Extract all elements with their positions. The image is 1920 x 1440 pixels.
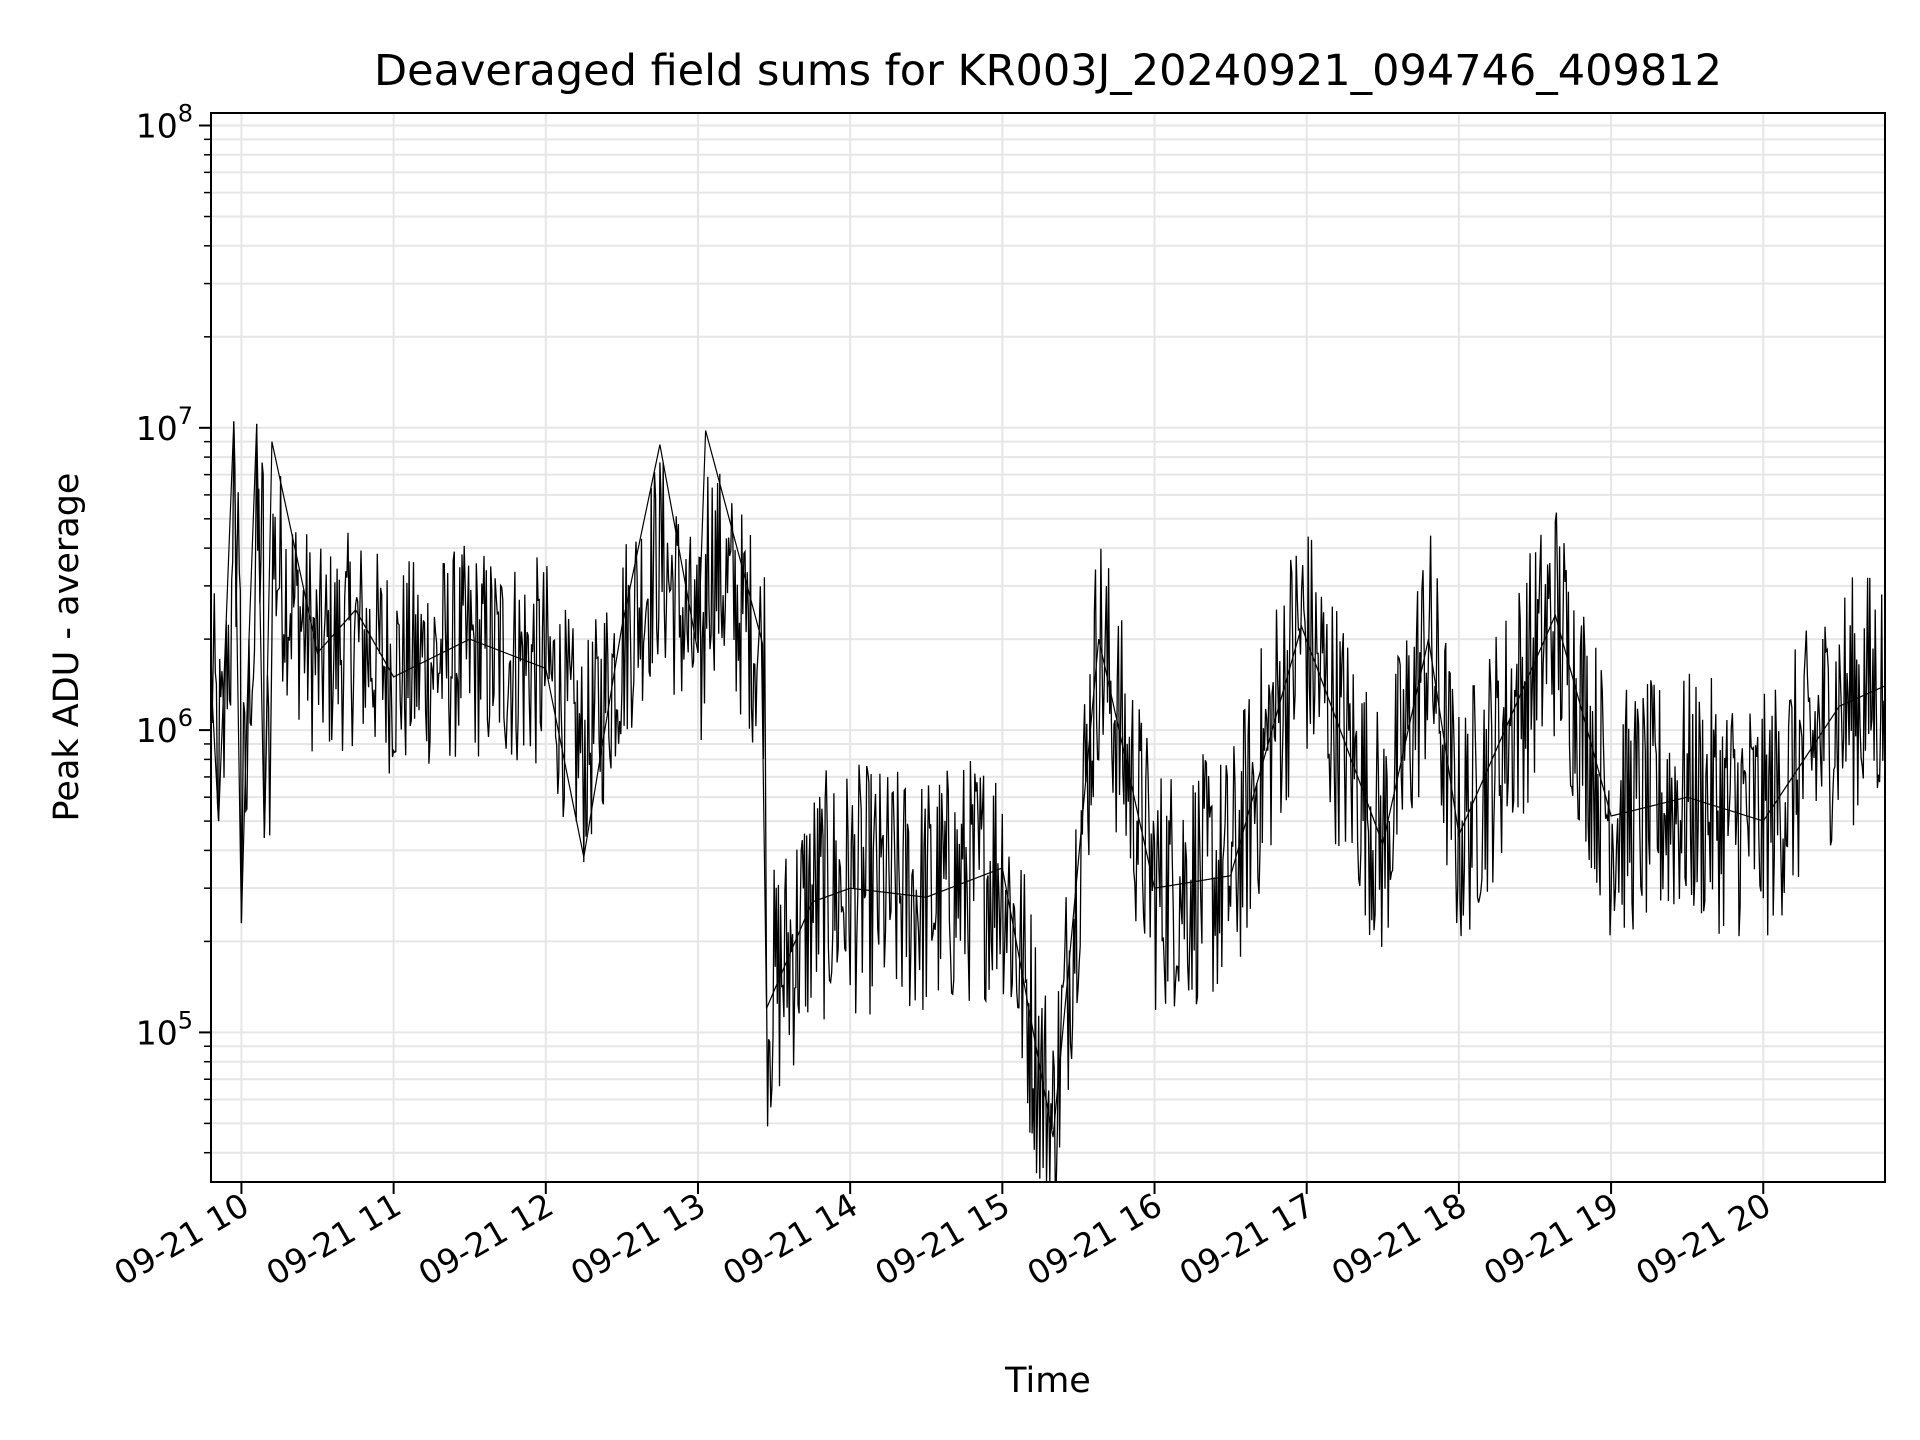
y-tick-label: 105 (136, 1006, 193, 1052)
plot-frame (210, 112, 1886, 1183)
y-axis-label: Peak ADU - average (47, 473, 87, 822)
major-gridlines (211, 113, 1885, 1182)
y-tick-label: 107 (136, 402, 193, 448)
y-tick-label: 106 (136, 704, 193, 750)
x-axis-label: Time (1004, 1361, 1091, 1401)
y-tick-label: 108 (136, 100, 193, 146)
y-axis-ticks: 105 106 107 108 (136, 100, 211, 1154)
chart-title: Deaveraged field sums for KR003J_2024092… (374, 46, 1722, 96)
